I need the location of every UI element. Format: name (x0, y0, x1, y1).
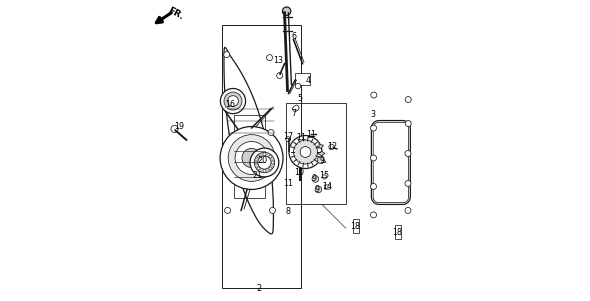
Circle shape (263, 169, 266, 172)
Circle shape (269, 155, 272, 158)
Circle shape (283, 7, 291, 15)
Text: 12: 12 (327, 141, 337, 150)
Text: FR.: FR. (166, 6, 185, 22)
Polygon shape (292, 105, 299, 112)
Circle shape (254, 161, 258, 164)
Polygon shape (319, 159, 326, 163)
Polygon shape (317, 144, 323, 148)
Text: 15: 15 (319, 171, 329, 180)
Circle shape (268, 129, 274, 135)
Text: 16: 16 (225, 100, 235, 109)
Text: 14: 14 (322, 182, 332, 191)
Text: 11: 11 (283, 179, 293, 188)
Circle shape (293, 140, 317, 164)
Circle shape (312, 176, 319, 182)
Circle shape (296, 83, 301, 89)
Circle shape (228, 96, 238, 107)
Polygon shape (371, 120, 411, 204)
Circle shape (228, 135, 275, 182)
Text: 20: 20 (257, 157, 267, 166)
Text: 9: 9 (312, 175, 317, 184)
Circle shape (258, 156, 271, 169)
Text: 4: 4 (306, 76, 311, 85)
Polygon shape (318, 151, 325, 156)
Circle shape (235, 141, 268, 175)
Polygon shape (224, 48, 273, 234)
Circle shape (263, 153, 266, 156)
Circle shape (371, 92, 377, 98)
Polygon shape (395, 225, 401, 239)
Circle shape (269, 167, 272, 170)
Circle shape (270, 207, 276, 213)
Circle shape (267, 54, 273, 61)
Circle shape (300, 147, 311, 157)
Circle shape (254, 152, 274, 173)
Text: 11: 11 (306, 129, 316, 138)
Text: 19: 19 (175, 122, 185, 131)
Text: 5: 5 (297, 94, 302, 103)
Text: 7: 7 (291, 109, 296, 118)
Circle shape (257, 155, 260, 158)
Circle shape (371, 212, 376, 218)
Bar (295, 73, 310, 85)
Bar (222, 25, 301, 288)
Circle shape (221, 88, 245, 114)
Circle shape (225, 207, 231, 213)
Circle shape (322, 175, 326, 179)
Text: 9: 9 (319, 157, 324, 166)
Text: 18: 18 (392, 228, 402, 237)
Circle shape (224, 92, 242, 110)
Circle shape (250, 148, 279, 177)
Circle shape (405, 207, 411, 213)
Circle shape (405, 150, 411, 157)
Circle shape (257, 167, 260, 170)
Circle shape (289, 135, 322, 169)
Circle shape (317, 157, 324, 163)
Circle shape (286, 137, 290, 141)
Circle shape (271, 161, 274, 164)
Circle shape (405, 120, 411, 126)
Text: 9: 9 (315, 185, 320, 194)
Text: 6: 6 (291, 32, 296, 41)
Text: 17: 17 (283, 132, 293, 141)
Text: 2: 2 (257, 284, 261, 293)
Circle shape (277, 73, 283, 79)
Circle shape (371, 125, 376, 131)
Text: 10: 10 (294, 169, 304, 178)
Polygon shape (353, 219, 359, 233)
Circle shape (171, 125, 178, 132)
Text: 13: 13 (274, 56, 284, 65)
Text: 8: 8 (285, 207, 290, 216)
Circle shape (242, 148, 261, 168)
Circle shape (371, 183, 376, 189)
Circle shape (405, 97, 411, 103)
Text: 21: 21 (253, 172, 263, 181)
Circle shape (315, 186, 322, 193)
Circle shape (371, 155, 376, 161)
Text: 3: 3 (371, 110, 375, 119)
Circle shape (329, 144, 335, 150)
Circle shape (224, 52, 230, 57)
Text: 18: 18 (350, 222, 360, 231)
Circle shape (405, 181, 411, 186)
Circle shape (220, 126, 283, 189)
Bar (286, 103, 346, 204)
Text: 11: 11 (296, 132, 306, 141)
FancyBboxPatch shape (324, 185, 330, 189)
Bar (234, 115, 265, 198)
